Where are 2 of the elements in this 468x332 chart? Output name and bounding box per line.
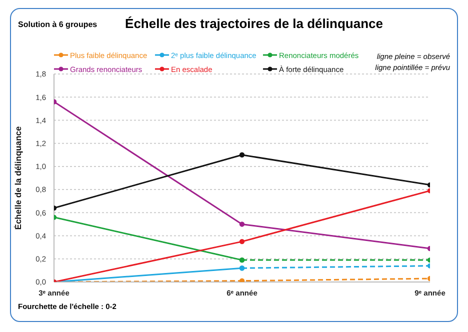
chart-title: Échelle des trajectoires de la délinquance bbox=[125, 16, 383, 31]
text: Solution à 6 groupes bbox=[18, 20, 98, 29]
